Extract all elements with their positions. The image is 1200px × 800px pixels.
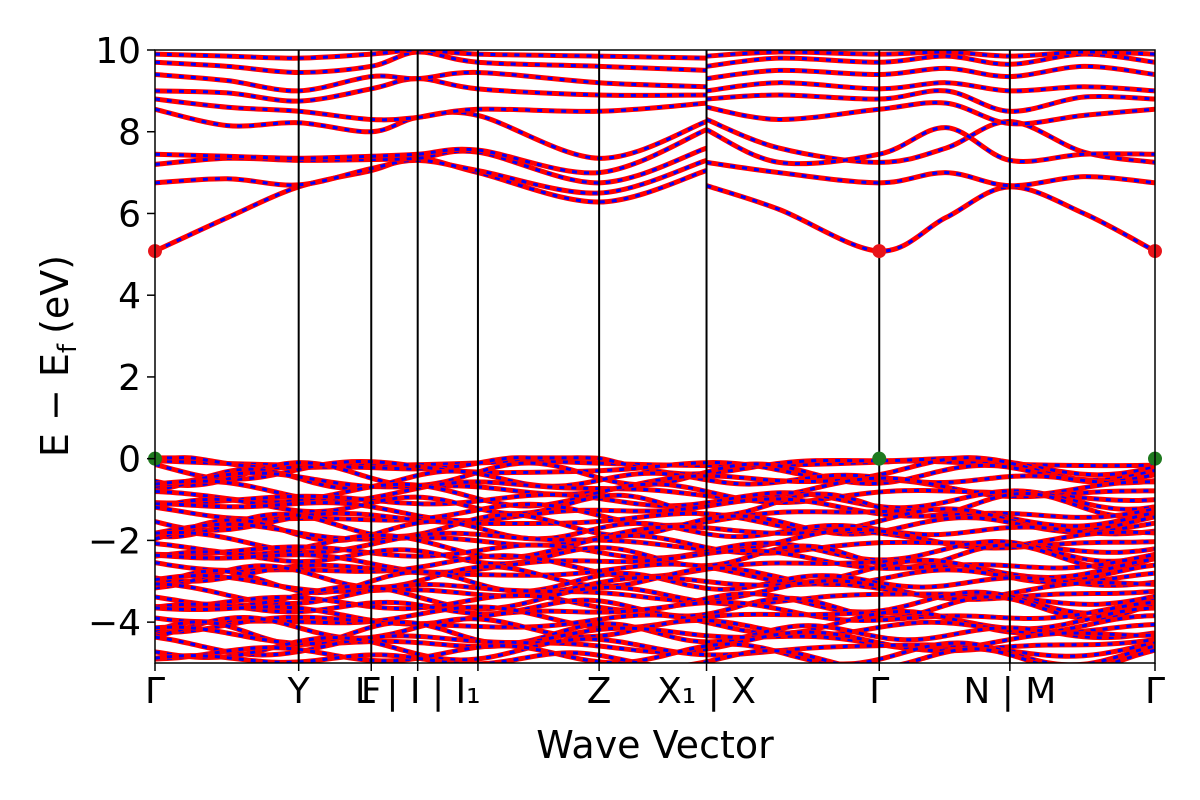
x-tick-label-6: X₁ | X xyxy=(657,671,756,712)
band-line-dashed-valence-18 xyxy=(155,539,1155,563)
y-tick-label-6: 8 xyxy=(118,113,141,154)
y-tick-label-0: −4 xyxy=(88,603,141,644)
plot-frame xyxy=(154,49,1156,664)
y-tick-label-5: 6 xyxy=(118,194,141,235)
y-axis-title: E − Ef (eV) xyxy=(33,255,83,457)
band-line-dashed-cb1b xyxy=(706,184,1155,253)
x-tick-label-3: L | I | I₁ xyxy=(355,671,481,712)
band-line-dashed-cb1 xyxy=(155,156,707,253)
band-line-dashed-valence-33 xyxy=(155,615,1155,640)
band-line-cb8b xyxy=(706,63,1155,82)
band-line-dashed-valence-13 xyxy=(155,512,1155,539)
band-line-dashed-valence-14 xyxy=(155,518,1155,543)
band-line-dashed-valence-39 xyxy=(155,647,1155,663)
y-axis-title-unit: (eV) xyxy=(33,255,77,334)
band-line-dashed-valence-3 xyxy=(155,461,1155,487)
x-tick-label-5: Z xyxy=(587,671,612,712)
y-tick-label-3: 2 xyxy=(118,358,141,399)
band-line-valence-35 xyxy=(155,624,1155,653)
y-axis: −4 −2 0 2 4 6 8 10 xyxy=(88,31,155,644)
band-line-dashed-cb2b xyxy=(706,160,1155,188)
band-edge-marker-1 xyxy=(872,244,887,259)
y-tick-label-2: 0 xyxy=(118,440,141,481)
x-axis-title: Wave Vector xyxy=(536,723,774,767)
band-line-cb1b xyxy=(705,183,1155,254)
x-tick-label-0: Γ xyxy=(145,671,165,712)
x-tick-label-9: Γ xyxy=(1145,671,1165,712)
band-line-dashed-cb5b xyxy=(706,101,1155,126)
band-line-cb5b xyxy=(706,100,1155,127)
band-line-dashed-cb10b xyxy=(706,50,1155,58)
band-line-dashed-valence-4 xyxy=(155,467,1155,492)
y-tick-label-1: −2 xyxy=(88,521,141,562)
band-line-valence-30 xyxy=(155,599,1155,627)
band-edge-marker-4 xyxy=(872,451,887,466)
band-line-valence-8 xyxy=(155,488,1155,512)
band-line-dashed-cb4b xyxy=(705,126,1155,166)
band-lines xyxy=(155,50,1155,663)
band-line-valence-20 xyxy=(155,548,1155,575)
band-line-dashed-cb6b xyxy=(706,89,1155,113)
kpoint-lines xyxy=(297,50,1011,663)
band-line-cb2b xyxy=(706,159,1155,189)
band-line-dashed-valence-23 xyxy=(155,564,1155,590)
band-line-dashed-valence-9 xyxy=(155,491,1155,518)
band-line-cb1 xyxy=(155,155,708,254)
y-axis-title-main: E − E xyxy=(33,353,77,457)
band-line-dashed-cb8b xyxy=(706,64,1155,81)
band-line-dashed-valence-38 xyxy=(155,641,1155,663)
band-line-dashed-cb7b xyxy=(706,81,1155,93)
y-tick-label-4: 4 xyxy=(118,276,141,317)
band-line-dashed-valence-28 xyxy=(155,590,1155,615)
band-line-dashed-valence-12 xyxy=(155,507,1155,533)
x-tick-label-8: N | M xyxy=(963,671,1056,712)
y-tick-label-7: 10 xyxy=(95,31,141,72)
x-axis: Γ Y FL | I | I₁ Z X₁ | X Γ N | M Γ xyxy=(145,663,1165,712)
x-tick-label-7: Γ xyxy=(869,671,889,712)
y-axis-title-sub: f xyxy=(53,343,83,353)
x-tick-label-1: Y xyxy=(287,671,311,712)
band-line-dashed-cb4 xyxy=(155,128,708,175)
band-line-dashed-cb9b xyxy=(706,52,1155,68)
x-tick-label-2: F xyxy=(361,671,382,712)
